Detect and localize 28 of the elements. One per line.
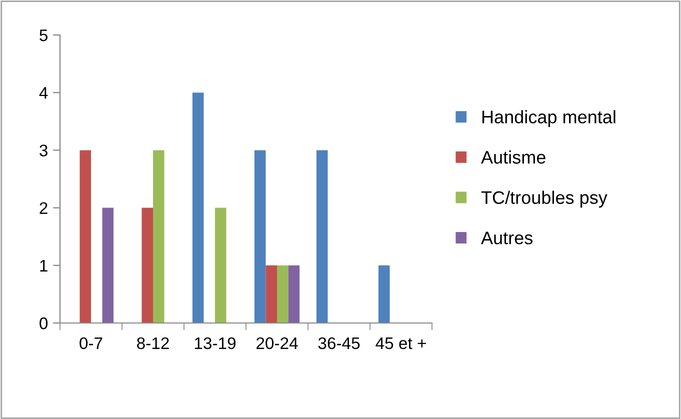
bar (80, 150, 91, 323)
x-tick-label: 36-45 (318, 337, 360, 350)
y-tick-label: 4 (39, 87, 48, 99)
bar (254, 150, 266, 323)
x-tick-label: 0-7 (80, 337, 102, 350)
bar (266, 265, 277, 323)
bar (153, 150, 164, 323)
x-tick-label: 8-12 (137, 337, 169, 350)
bar (102, 208, 114, 323)
legend-label: Autisme (481, 150, 546, 164)
y-tick-label: 5 (40, 30, 48, 42)
bar (192, 92, 204, 323)
x-tick-label: 13-19 (194, 337, 236, 350)
bar (378, 265, 390, 323)
y-tick-label: 1 (40, 260, 48, 272)
legend-label: Handicap mental (482, 110, 616, 127)
y-tick-label: 2 (40, 202, 48, 214)
legend-label: Autres (481, 232, 532, 244)
legend-label: TC/troubles psy (481, 190, 608, 208)
bar (288, 265, 300, 323)
x-tick-label: 20-24 (256, 337, 298, 350)
y-tick-label: 3 (40, 144, 48, 156)
x-tick-label: 45 et + (376, 338, 426, 350)
bar (316, 150, 328, 323)
y-tick-label: 0 (40, 317, 48, 330)
bar (215, 208, 226, 323)
bar (277, 265, 288, 323)
bar (142, 208, 153, 323)
